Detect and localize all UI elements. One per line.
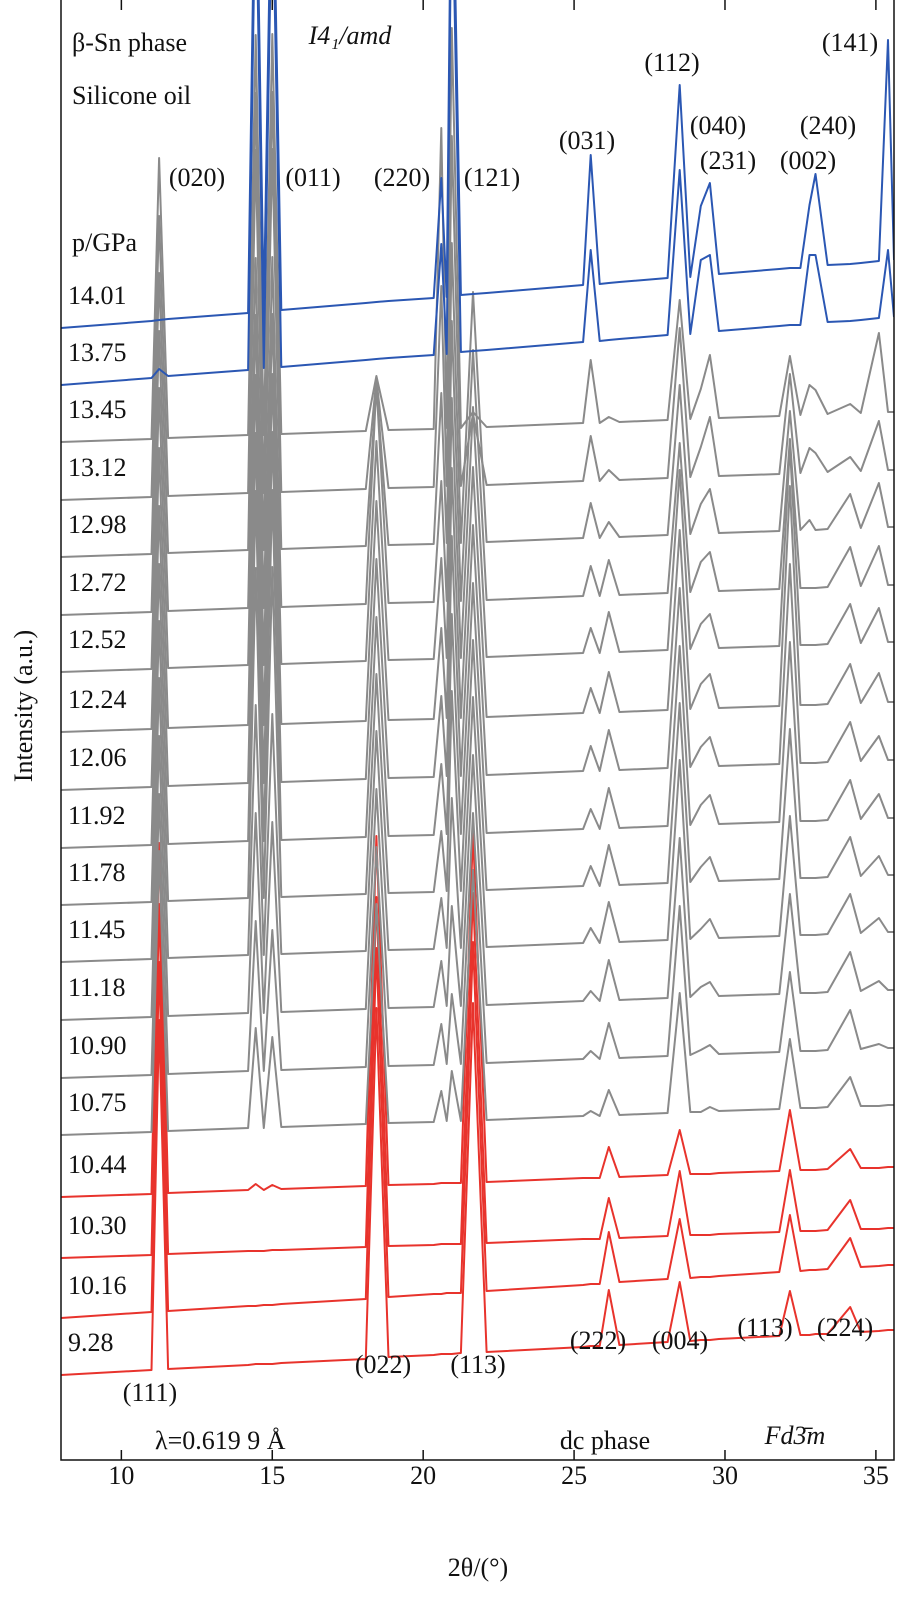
series-label: 13.12 [68,453,127,482]
series-label: 10.44 [68,1150,127,1179]
annotation: λ=0.619 9 Å [155,1426,286,1455]
pattern-line [61,91,894,501]
pressure-label: p/GPa [72,228,137,257]
annotation: (113) [737,1313,792,1342]
series-label: 14.01 [68,281,127,310]
annotation: (113) [450,1350,505,1379]
annotation: Silicone oil [72,81,191,110]
annotation: (004) [652,1326,708,1355]
series-label: 11.18 [68,973,126,1002]
series-label: 13.75 [68,338,127,367]
annotation: (222) [570,1326,626,1355]
x-tick-label: 25 [561,1461,587,1490]
series-label: 10.75 [68,1088,127,1117]
series-label: 11.92 [68,801,126,830]
pattern-line [61,256,894,616]
series-label: 10.16 [68,1271,127,1300]
x-tick-label: 10 [108,1461,134,1490]
annotation: (112) [644,48,699,77]
annotation: (111) [123,1378,177,1407]
annotation: Fd3̄m [764,1421,826,1450]
pattern-line [61,793,894,1079]
pattern-line [61,892,894,1259]
annotation: dc phase [560,1426,650,1455]
x-axis-label: 2θ/(°) [448,1553,508,1582]
annotation: (220) [374,163,430,192]
y-axis-label: Intensity (a.u.) [9,630,38,782]
series-label: 10.90 [68,1031,127,1060]
axes-frame [60,0,895,1461]
annotation: β-Sn phase [72,28,187,57]
pattern-line [61,850,894,1136]
annotation: (141) [822,28,878,57]
pattern-line [61,735,894,1021]
x-tick-label: 35 [863,1461,889,1490]
series-label: 12.72 [68,568,127,597]
series-label: 12.98 [68,510,127,539]
series-label: 12.24 [68,685,127,714]
series-label: 10.30 [68,1211,127,1240]
x-tick-label: 20 [410,1461,436,1490]
series-label: 13.45 [68,395,127,424]
x-tick-label: 30 [712,1461,738,1490]
annotation: (002) [780,146,836,175]
pattern-line [61,0,894,386]
annotation: (040) [690,111,746,140]
pattern-line [61,489,894,849]
series-label: 12.06 [68,743,127,772]
pattern-line [61,566,894,906]
annotation: (240) [800,111,856,140]
annotation: (011) [285,163,340,192]
pattern-line [61,831,894,1198]
pattern-line [61,0,894,329]
x-tick-label: 15 [259,1461,285,1490]
annotation: I4₁/amd [308,21,393,50]
series-label: 9.28 [68,1328,114,1357]
annotation: (031) [559,126,615,155]
annotation: (022) [355,1350,411,1379]
pattern-line [61,313,894,673]
pattern-line [61,373,894,733]
pattern-line [61,941,894,1319]
series-label: 11.45 [68,915,126,944]
annotation: (020) [169,163,225,192]
series-label: 11.78 [68,858,126,887]
annotation: (231) [700,146,756,175]
pattern-line [61,27,894,443]
pattern-line [61,677,894,963]
pattern-line [61,431,894,791]
series-label: 12.52 [68,625,127,654]
annotation: (224) [817,1313,873,1342]
pattern-line [61,148,894,558]
pattern-line [61,1002,894,1376]
annotation: (121) [464,163,520,192]
plot-area [61,0,894,1376]
